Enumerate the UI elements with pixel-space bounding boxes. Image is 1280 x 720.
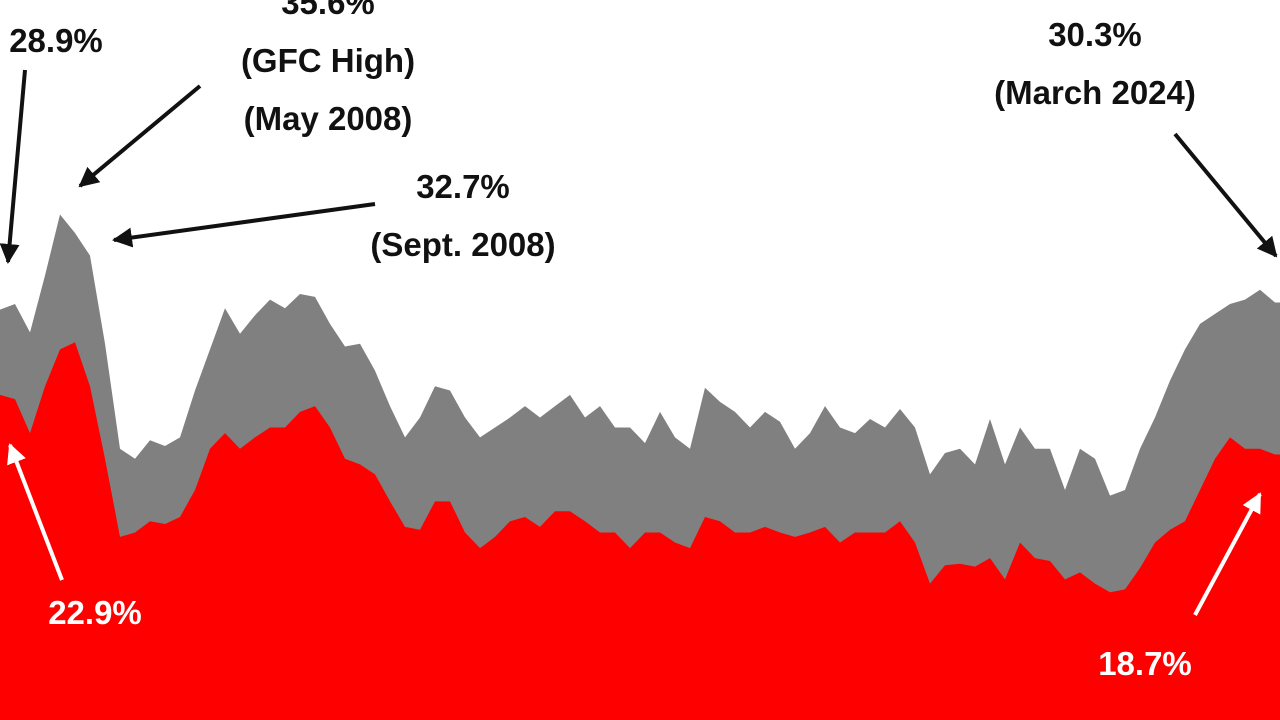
annotation: 22.9%: [48, 594, 142, 631]
annotation: 28.9%: [9, 22, 103, 59]
arrow: [1173, 132, 1278, 258]
area: [0, 342, 1280, 720]
annotation: (March 2024): [994, 74, 1196, 111]
plot-area: [0, 214, 1280, 720]
arrow: [0, 69, 27, 264]
annotation: 18.7%: [1098, 645, 1192, 682]
arrow: [112, 202, 376, 248]
annotation: 35.6%: [281, 0, 375, 21]
annotations: 28.9% 35.6% (GFC High) (May 2008) 32.7% …: [0, 0, 1278, 682]
annotation: (May 2008): [244, 100, 413, 137]
arrow: [1193, 492, 1262, 616]
annotation: 32.7%: [416, 168, 510, 205]
annotation: 30.3%: [1048, 16, 1142, 53]
annotation: (GFC High): [241, 42, 415, 79]
annotation: (Sept. 2008): [370, 226, 555, 263]
arrow: [7, 443, 64, 581]
arrow: [78, 84, 202, 188]
